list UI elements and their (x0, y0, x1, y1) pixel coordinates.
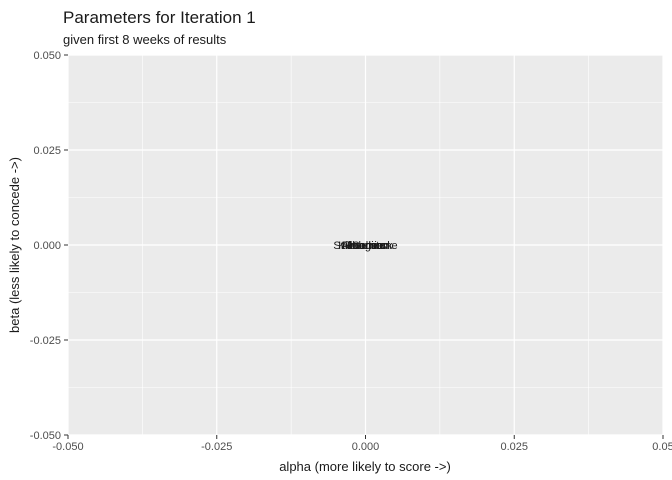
y-tick-label: 0.000 (33, 240, 61, 252)
x-tick-label: 0.025 (500, 441, 528, 453)
point-label: Kilmarnock (338, 240, 393, 252)
point-label: St Johnstone (333, 240, 397, 252)
x-tick-label: -0.025 (201, 441, 232, 453)
y-tick-label: 0.050 (33, 50, 61, 62)
y-tick-label: 0.025 (33, 145, 61, 157)
point-label: Celtic (352, 240, 380, 252)
x-tick-label: -0.050 (52, 441, 83, 453)
x-axis-title: alpha (more likely to score ->) (279, 459, 451, 474)
x-axis: -0.050 -0.025 0.000 0.025 0.05 (52, 435, 672, 453)
y-axis-title: beta (less likely to concede ->) (7, 157, 22, 333)
point-label: Aberdeen (342, 240, 390, 252)
y-tick-label: -0.050 (30, 430, 61, 442)
x-tick-label: 0.000 (352, 441, 380, 453)
y-axis: -0.050 -0.025 0.000 0.025 0.050 (30, 50, 68, 442)
chart-title: Parameters for Iteration 1 (63, 8, 256, 27)
x-tick-label: 0.05 (652, 441, 672, 453)
y-tick-label: -0.025 (30, 335, 61, 347)
chart-subtitle: given first 8 weeks of results (63, 32, 227, 47)
point-label: Hibernian (342, 240, 389, 252)
point-label: Rangers (345, 240, 387, 252)
